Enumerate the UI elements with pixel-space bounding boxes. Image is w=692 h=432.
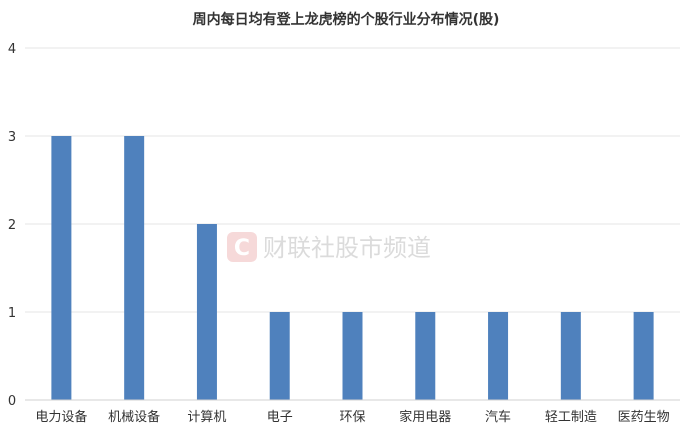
bar	[633, 312, 654, 400]
x-tick-label: 家用电器	[399, 409, 451, 425]
watermark-logo-icon	[227, 232, 257, 262]
chart-title: 周内每日均有登上龙虎榜的个股行业分布情况(股)	[193, 11, 500, 28]
y-tick-label: 2	[8, 218, 16, 233]
watermark-logo-letter: C	[234, 236, 250, 261]
gridlines	[25, 47, 680, 313]
x-tick-label: 轻工制造	[545, 410, 597, 425]
bar	[488, 312, 509, 400]
bar	[269, 312, 290, 400]
y-tick-label: 3	[8, 130, 16, 145]
bar	[196, 224, 217, 400]
x-tick-label: 电力设备	[35, 409, 87, 425]
bar	[415, 312, 436, 400]
bar	[342, 312, 363, 400]
watermark-text: 财联社股市频道	[263, 234, 431, 262]
bars	[51, 136, 654, 400]
y-axis: 0 1 2 3 4	[8, 42, 16, 409]
x-tick-label: 电子	[267, 410, 293, 425]
x-tick-label: 医药生物	[618, 410, 670, 425]
bar	[124, 136, 145, 400]
bar	[560, 312, 581, 400]
bar	[51, 136, 72, 400]
x-axis: 电力设备 机械设备 计算机 电子 环保 家用电器 汽车 轻工制造 医药生物	[35, 409, 669, 425]
x-tick-label: 环保	[339, 410, 365, 425]
x-tick-label: 计算机	[187, 410, 226, 425]
y-tick-label: 0	[8, 394, 16, 409]
y-tick-label: 4	[8, 42, 16, 57]
watermark: C 财联社股市频道	[227, 232, 431, 262]
x-tick-label: 汽车	[485, 409, 511, 425]
x-tick-label: 机械设备	[108, 409, 160, 425]
y-tick-label: 1	[8, 306, 16, 321]
